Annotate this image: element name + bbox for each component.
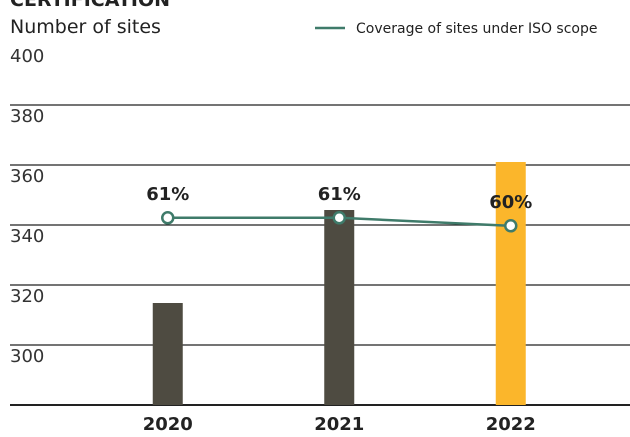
point xyxy=(332,211,346,225)
x-tick-label: 2022 xyxy=(486,414,536,435)
point xyxy=(504,219,518,233)
y-axis-label: Number of sites xyxy=(10,16,161,38)
x-tick-label: 2020 xyxy=(143,414,193,435)
point xyxy=(161,211,175,225)
y-tick-label: 400 xyxy=(10,46,44,67)
y-tick-label: 340 xyxy=(10,226,44,247)
legend-label: Coverage of sites under ISO scope xyxy=(356,21,598,37)
data-label: 60% xyxy=(489,192,532,213)
data-label: 61% xyxy=(318,184,361,205)
y-tick-label: 380 xyxy=(10,106,44,127)
bar xyxy=(152,303,183,405)
bar xyxy=(495,162,526,405)
data-label: 61% xyxy=(146,184,189,205)
y-tick-label: 300 xyxy=(10,346,44,367)
y-tick-label: 360 xyxy=(10,166,44,187)
bar xyxy=(324,210,355,405)
x-tick-label: 2021 xyxy=(314,414,364,435)
chart-title: CERTIFICATION xyxy=(10,0,170,11)
y-tick-label: 320 xyxy=(10,286,44,307)
